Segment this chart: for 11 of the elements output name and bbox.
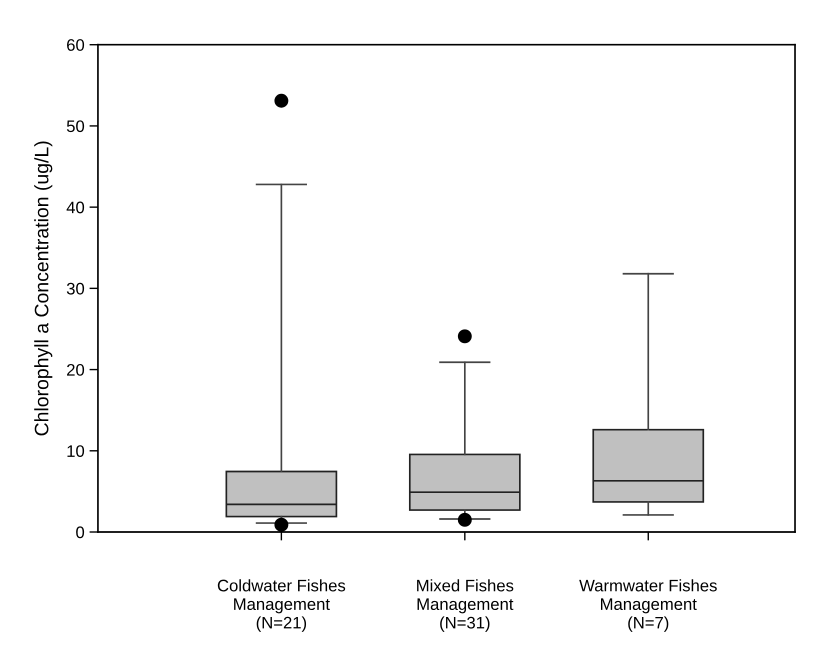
y-tick-label: 20	[67, 364, 84, 376]
x-tick-label: Warmwater Fishes Management (N=7)	[579, 579, 717, 632]
y-tick-label: 0	[76, 526, 84, 538]
y-tick-label: 30	[66, 282, 84, 295]
x-tick-label: Coldwater Fishes Management (N=21)	[218, 579, 346, 632]
y-tick-label: 10	[67, 445, 84, 457]
y-tick-label: 50	[66, 120, 84, 132]
x-tick-label: Mixed Fishes Management (N=31)	[417, 579, 514, 632]
y-tick-label: 40	[66, 202, 84, 214]
y-tick-label: 60	[67, 39, 84, 51]
y-axis-title: Chlorophyll a Concentration (ug/L)	[34, 141, 52, 436]
